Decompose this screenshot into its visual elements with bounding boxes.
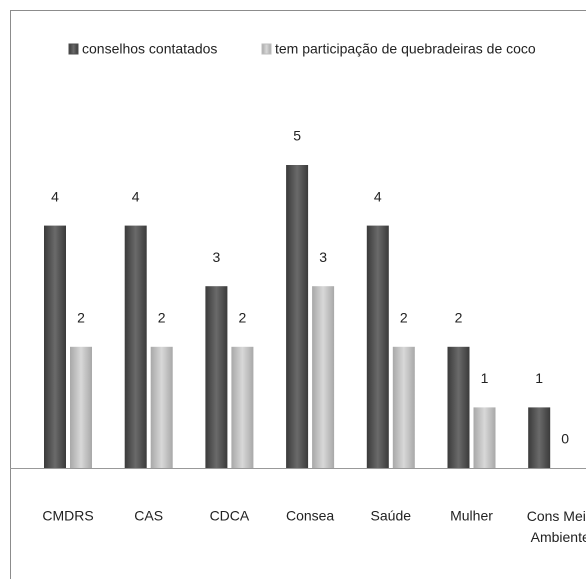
data-label: 2 (77, 310, 85, 326)
bar (366, 225, 389, 468)
data-label: 1 (535, 370, 543, 386)
x-tick-label: Consea (286, 508, 334, 524)
x-tick-label: Saúde (371, 508, 412, 524)
data-label: 2 (158, 310, 166, 326)
data-label: 3 (319, 249, 327, 265)
bar (447, 346, 470, 468)
data-label: 3 (213, 249, 221, 265)
x-tick-label: Cons Meio Ambiente (527, 508, 586, 545)
data-label: 5 (293, 128, 301, 144)
bar (473, 407, 496, 468)
x-tick-label-line: Cons Meio (527, 508, 586, 524)
legend-label: conselhos contatados (82, 41, 217, 57)
data-label: 2 (400, 310, 408, 326)
data-label: 2 (239, 310, 247, 326)
data-label: 4 (51, 188, 59, 204)
bar (231, 346, 254, 468)
bar (286, 165, 309, 468)
bar (124, 225, 147, 468)
bar (150, 346, 173, 468)
bar (70, 346, 92, 468)
data-label: 2 (455, 310, 463, 326)
x-tick-label: Mulher (450, 508, 493, 524)
x-tick-label: CDCA (210, 508, 250, 524)
data-label: 4 (374, 188, 382, 204)
legend-swatch (68, 43, 79, 55)
bar (312, 286, 335, 468)
bar (392, 346, 415, 468)
bar (44, 225, 66, 468)
data-label: 4 (132, 188, 140, 204)
legend-label: tem participação de quebradeiras de coco (275, 41, 536, 57)
x-tick-label: CMDRS (42, 508, 93, 524)
data-label: 1 (481, 370, 489, 386)
x-tick-label: CAS (134, 508, 163, 524)
x-tick-label-line: Ambiente (531, 529, 586, 545)
data-label: 0 (561, 431, 569, 447)
chart-frame (10, 10, 586, 579)
bar (205, 286, 228, 468)
legend-swatch (261, 43, 272, 55)
bar (528, 407, 551, 468)
